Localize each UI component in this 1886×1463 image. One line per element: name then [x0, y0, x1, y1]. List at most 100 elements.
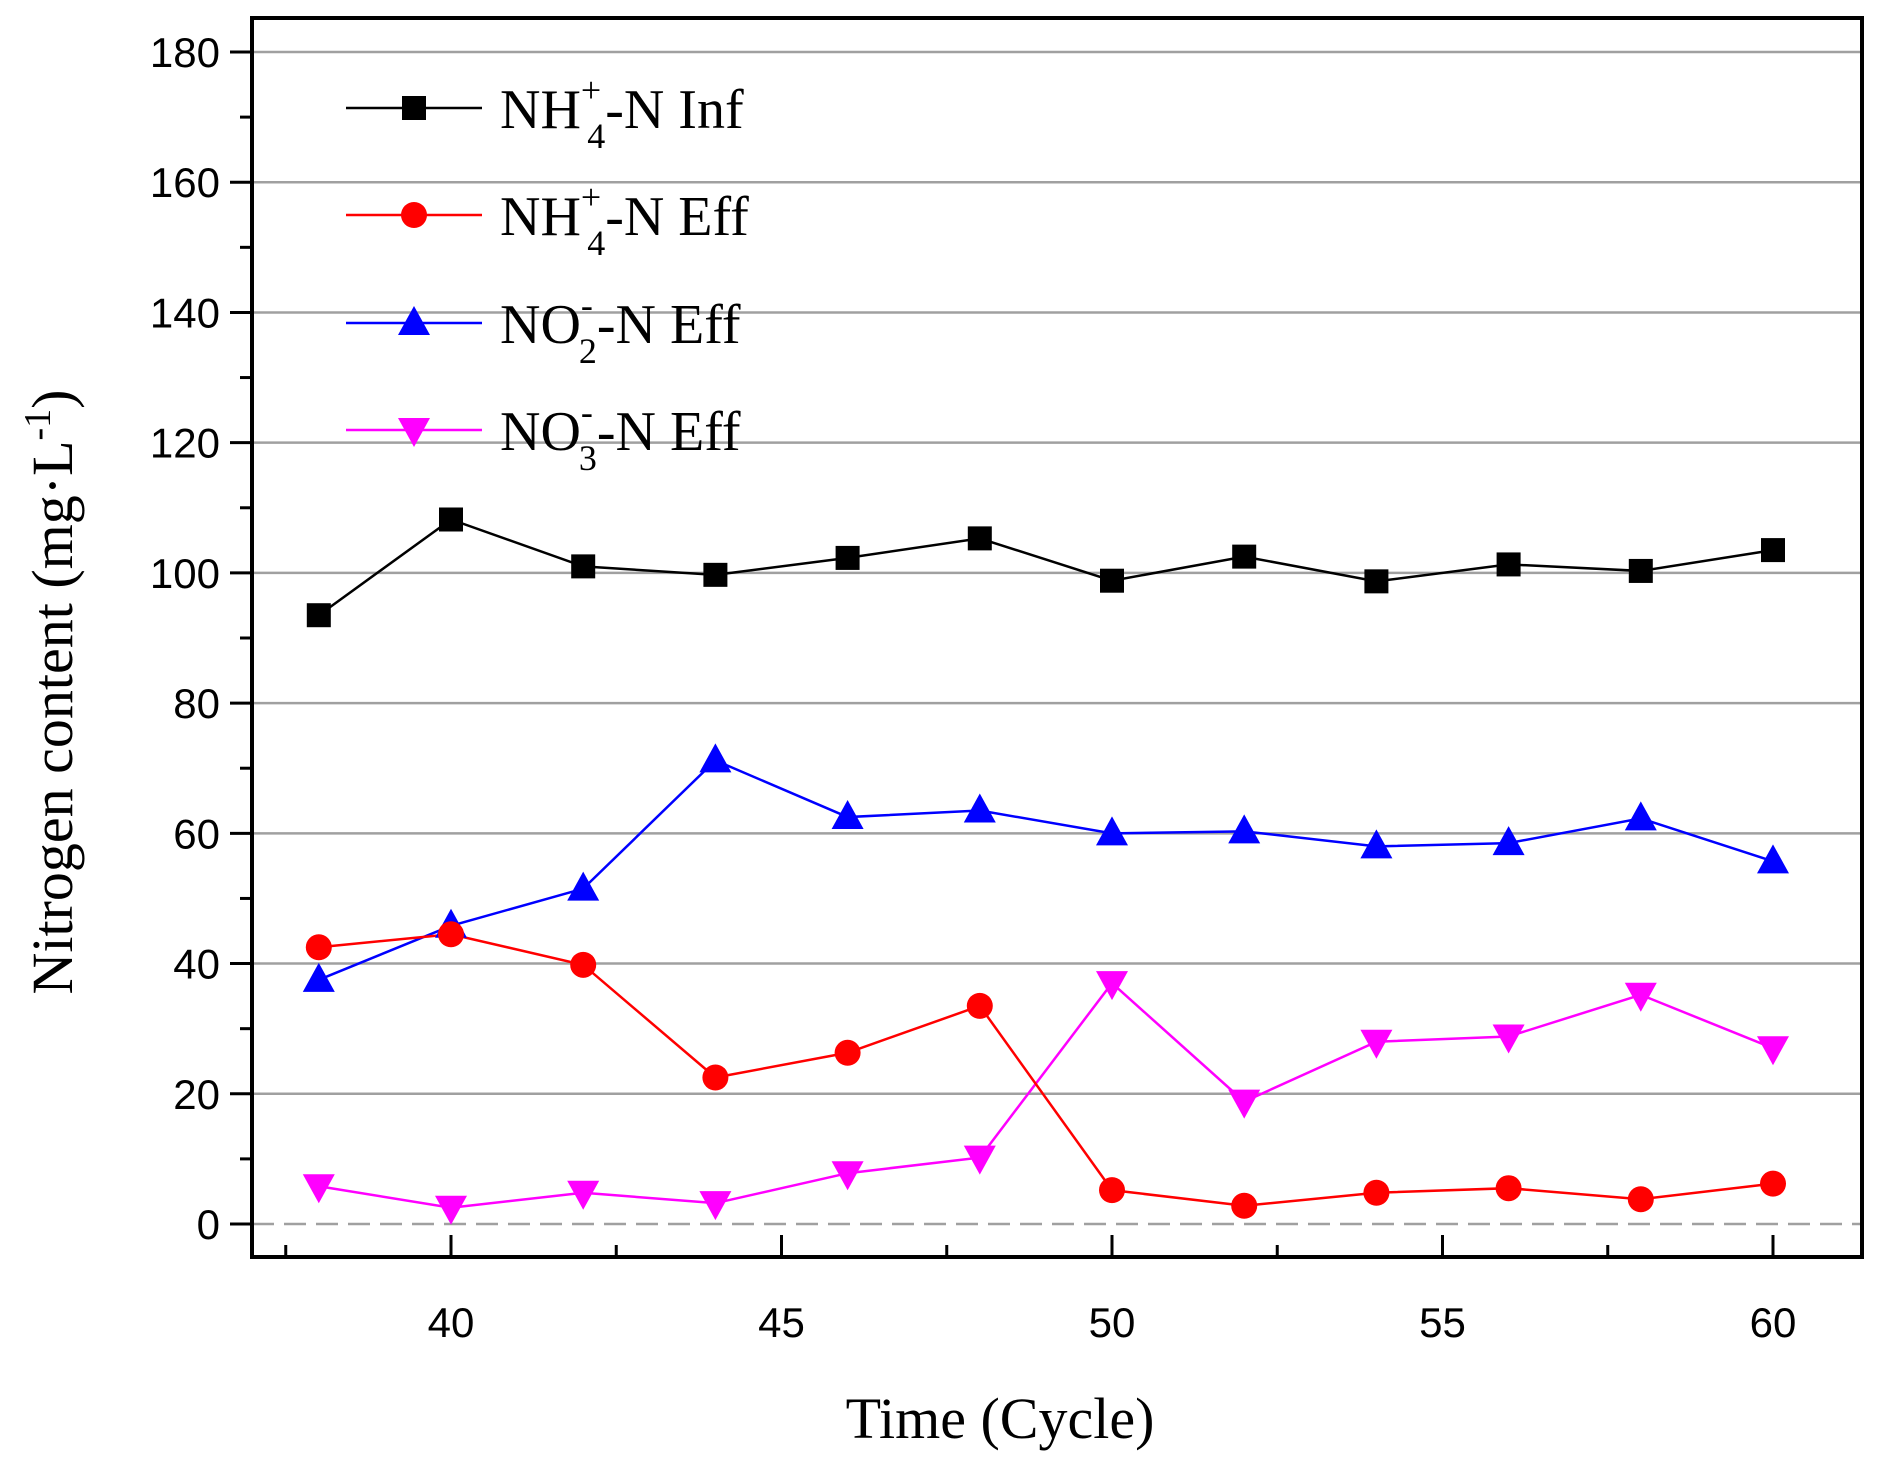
data-point-s1-9	[1495, 1175, 1522, 1202]
legend-label-sub-0: 4	[587, 116, 605, 156]
data-point-s1-7	[1231, 1192, 1258, 1219]
data-point-s0-8	[1364, 569, 1389, 594]
data-point-s0-3	[703, 562, 728, 587]
x-tick-label-2: 50	[1089, 1299, 1136, 1346]
grid-lines	[252, 50, 1862, 1226]
data-point-s0-9	[1496, 552, 1521, 577]
legend-marker-1	[401, 202, 427, 228]
y-tick-label-9: 180	[150, 29, 220, 76]
x-tick-label-3: 55	[1419, 1299, 1466, 1346]
data-point-s0-4	[835, 545, 860, 570]
data-point-s2-2	[567, 871, 600, 901]
y-tick-label-8: 160	[150, 159, 220, 206]
legend-label-base-0: NH	[500, 79, 581, 141]
legend-label-1: NH+ 4-N Eff	[500, 177, 749, 263]
data-point-s2-5	[963, 793, 996, 823]
y-tick-label-7: 140	[150, 289, 220, 336]
data-point-s1-1	[438, 921, 464, 948]
data-point-s0-2	[571, 554, 596, 579]
data-point-s3-7	[1228, 1089, 1261, 1119]
data-point-s3-4	[831, 1161, 864, 1191]
legend-label-sup-1: +	[581, 177, 601, 217]
data-point-s0-1	[439, 507, 463, 532]
legend-label-sub-3: 3	[579, 438, 597, 478]
data-point-s2-10	[1624, 801, 1657, 831]
data-point-s2-6	[1096, 816, 1128, 846]
legend-label-rest-2: -N Eff	[597, 294, 741, 356]
legend-label-3: NO- 3-N Eff	[500, 392, 741, 478]
legend-label-sub-2: 2	[579, 331, 597, 371]
y-tick-label-5: 100	[150, 550, 220, 597]
legend-marker-2	[398, 306, 430, 335]
y-tick-label-4: 80	[173, 680, 220, 727]
data-point-s3-11	[1757, 1036, 1789, 1066]
data-point-s2-7	[1228, 814, 1261, 844]
legend-label-base-1: NH	[500, 186, 581, 248]
data-point-s2-9	[1492, 826, 1525, 856]
series-line-1	[318, 932, 1774, 1208]
data-point-s1-10	[1627, 1186, 1654, 1213]
series-line-0	[318, 518, 1774, 617]
data-point-s3-5	[963, 1145, 996, 1175]
data-point-s0-7	[1232, 544, 1257, 569]
data-point-s3-3	[699, 1191, 732, 1221]
data-point-s3-8	[1360, 1029, 1393, 1059]
data-point-s3-9	[1492, 1024, 1525, 1054]
legend-marker-0	[402, 96, 426, 120]
legend-label-sub-1: 4	[587, 223, 605, 263]
data-point-s0-5	[967, 526, 992, 551]
data-point-s0-10	[1628, 558, 1653, 583]
legend-label-base-3: NO	[500, 401, 581, 463]
y-axis-title-close: )	[20, 389, 85, 408]
legend-marker-3	[398, 418, 430, 447]
data-point-s3-6	[1096, 971, 1128, 1001]
legend-label-sup-3: -	[581, 392, 593, 432]
y-tick-label-3: 60	[173, 810, 220, 857]
y-tick-label-1: 20	[173, 1071, 220, 1118]
series-line-3	[318, 981, 1774, 1209]
series-line-2	[318, 758, 1774, 981]
tick-labels: 0 20 40 60 80 100 120 140 160 180 40 45 50 55 60	[150, 29, 1796, 1346]
data-point-s0-11	[1761, 538, 1785, 563]
y-axis-title-exponent: -1	[17, 409, 59, 441]
x-tick-label-0: 40	[428, 1299, 475, 1346]
plot-frame	[250, 16, 1864, 1259]
data-point-s3-1	[435, 1195, 467, 1225]
legend-label-rest-1: -N Eff	[605, 186, 749, 248]
legend-label-rest-3: -N Eff	[597, 401, 741, 463]
data-point-s1-6	[1099, 1177, 1125, 1204]
data-point-s3-2	[567, 1180, 600, 1210]
data-point-s2-4	[831, 800, 864, 830]
data-point-s2-11	[1757, 844, 1789, 874]
legend-label-base-2: NO	[500, 294, 581, 356]
series-lines	[318, 518, 1774, 1209]
data-point-s3-0	[302, 1174, 335, 1204]
data-point-s0-6	[1100, 568, 1124, 593]
data-point-s1-8	[1363, 1179, 1390, 1206]
data-point-s2-0	[302, 962, 335, 992]
data-point-s1-11	[1760, 1170, 1786, 1197]
data-point-s2-3	[699, 743, 732, 773]
data-point-s3-10	[1624, 982, 1657, 1012]
series-markers	[302, 507, 1789, 1225]
y-tick-label-0: 0	[197, 1201, 220, 1248]
x-axis-title: Time (Cycle)	[846, 1386, 1155, 1451]
x-tick-label-4: 60	[1750, 1299, 1797, 1346]
data-point-s1-5	[966, 992, 993, 1019]
data-point-s1-2	[570, 951, 597, 978]
legend-label-2: NO- 2-N Eff	[500, 285, 741, 371]
data-point-s1-4	[834, 1039, 861, 1066]
legend-label-rest-0: -N Inf	[605, 79, 744, 141]
y-axis-title: Nitrogen content (mg·L-1)	[17, 389, 85, 994]
legend-label-sup-0: +	[581, 70, 601, 110]
y-tick-label-2: 40	[173, 941, 220, 988]
y-axis-title-main: Nitrogen content (mg·L	[20, 440, 85, 994]
data-point-s1-3	[702, 1064, 729, 1091]
data-point-s0-0	[306, 603, 331, 628]
data-point-s1-0	[305, 934, 332, 961]
data-point-s2-8	[1360, 829, 1393, 859]
legend-label-0: NH+ 4-N Inf	[500, 70, 744, 156]
